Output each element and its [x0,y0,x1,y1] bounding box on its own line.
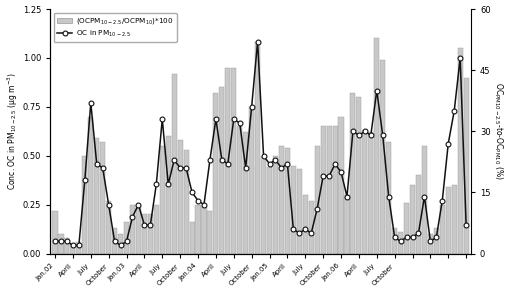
Bar [219,87,224,253]
Bar [135,205,140,253]
Bar [344,195,349,253]
Bar [189,222,194,253]
Bar [308,201,313,253]
Bar [409,185,414,253]
Bar [201,207,206,253]
Bar [356,97,361,253]
Bar [118,234,123,253]
Bar [82,156,87,253]
Bar [451,185,456,253]
Bar [314,146,319,253]
Bar [59,234,64,253]
Bar [243,132,248,253]
Bar [379,60,384,253]
Bar [248,107,253,253]
Bar [148,214,153,253]
Bar [332,126,337,253]
Bar [391,228,397,253]
Bar [213,93,218,253]
Bar [338,117,343,253]
Bar [130,205,135,253]
Bar [398,232,402,253]
Bar [415,175,420,253]
Bar [290,166,295,253]
Bar [183,150,188,253]
Legend: (OCPM$_{10-2.5}$/OCPM$_{10}$)*100, OC in PM$_{10-2.5}$: (OCPM$_{10-2.5}$/OCPM$_{10}$)*100, OC in… [54,13,177,42]
Bar [326,126,331,253]
Bar [427,234,432,253]
Bar [261,156,266,253]
Bar [439,205,444,253]
Bar [225,68,230,253]
Bar [124,222,129,253]
Bar [154,205,158,253]
Bar [52,211,58,253]
Bar [88,117,93,253]
Y-axis label: OC$_{\mathrm{PM10-2.5}}$-to-OC$_{\mathrm{PM10}}$ (%): OC$_{\mathrm{PM10-2.5}}$-to-OC$_{\mathrm… [491,82,503,180]
Bar [272,156,277,253]
Bar [76,242,81,253]
Bar [457,48,462,253]
Bar [433,228,438,253]
Bar [100,142,105,253]
Bar [195,205,200,253]
Bar [285,148,289,253]
Bar [320,126,325,253]
Bar [70,244,75,253]
Bar [296,169,301,253]
Bar [237,126,242,253]
Bar [172,74,177,253]
Bar [385,142,390,253]
Bar [267,168,271,253]
Bar [254,42,260,253]
Bar [445,187,450,253]
Bar [112,228,117,253]
Bar [177,140,182,253]
Bar [159,146,164,253]
Bar [403,203,408,253]
Bar [231,68,236,253]
Bar [142,214,147,253]
Bar [278,146,284,253]
Bar [207,211,212,253]
Bar [361,130,366,253]
Bar [302,195,307,253]
Bar [374,38,379,253]
Y-axis label: Conc. OC in PM$_{10-2.5}$ (μg m$^{-3}$): Conc. OC in PM$_{10-2.5}$ (μg m$^{-3}$) [6,72,20,190]
Bar [421,146,426,253]
Bar [64,238,69,253]
Bar [94,138,99,253]
Bar [463,77,468,253]
Bar [350,93,355,253]
Bar [165,136,171,253]
Bar [367,132,373,253]
Bar [106,201,111,253]
